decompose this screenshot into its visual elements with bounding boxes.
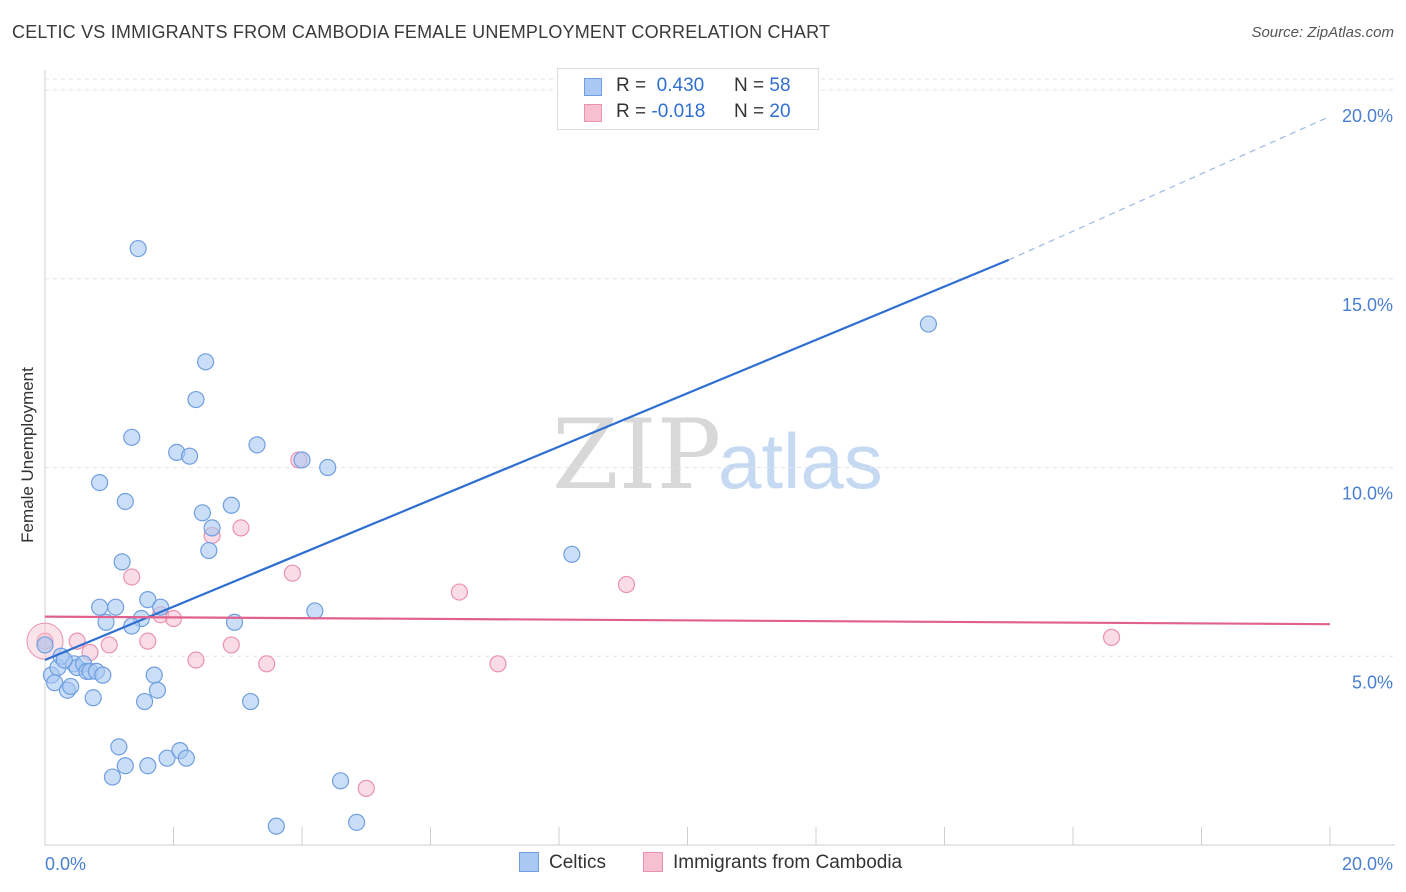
cambodia-point [123,568,141,586]
trend-lines [44,115,1331,662]
celtics-point [177,749,195,767]
n-value: 20 [769,101,791,122]
x-tick-label: 20.0% [1342,854,1393,874]
celtics-swatch [584,78,602,96]
celtics-point [319,458,337,477]
cambodia-point [100,636,118,654]
celtics-point [148,681,167,699]
x-tick-labels: 0.0% 20.0% [45,854,1393,874]
source-label: Source: ZipAtlas.com [1251,24,1394,41]
celtics-point [242,692,260,711]
celtics-point [348,813,366,831]
legend-item-celtics[interactable]: Celtics [519,852,606,874]
celtics-point [197,353,215,371]
grid-lines [45,78,1395,657]
n-label: N = [734,75,765,96]
watermark-atlas: atlas [718,417,883,505]
celtics-point [193,504,212,522]
legend-item-cambodia[interactable]: Immigrants from Cambodia [643,852,902,874]
celtics-point [222,496,240,514]
celtics-point [267,817,285,835]
celtics-point [187,390,205,409]
cambodia-point [222,636,240,654]
cambodia-swatch [584,104,602,122]
cambodia-point [1102,628,1121,646]
celtics-point [97,613,115,631]
n-value: 58 [769,75,791,96]
celtics-point [94,666,112,684]
y-tick-labels: 5.0% 10.0% 15.0% 20.0% [1342,106,1393,692]
celtics-point [129,239,147,258]
cambodia-legend-swatch [643,852,663,872]
axes [44,70,1395,846]
cambodia-point [450,583,469,601]
celtics-point [306,602,324,620]
y-tick-label: 15.0% [1342,295,1393,315]
series-celtics-points [36,104,938,835]
celtics-point [113,553,131,571]
watermark: ZIP atlas [552,399,883,511]
x-tick-label: 0.0% [45,854,86,874]
celtics-point [110,738,128,756]
cambodia-point [489,655,507,673]
cambodia-point [357,779,375,797]
celtics-point [62,677,80,696]
celtics-point [158,749,176,767]
celtics-point [139,591,157,609]
celtics-point [91,474,109,492]
y-tick-label: 20.0% [1342,106,1393,126]
celtics-point [116,757,134,775]
celtics-point [331,772,350,790]
celtics-trend-extension [1008,115,1331,261]
celtics-point [91,598,109,616]
celtics-point [107,598,125,616]
celtics-point [36,636,54,654]
cambodia-point [232,519,250,537]
celtics-legend-label: Celtics [549,852,607,873]
cambodia-point [283,564,301,582]
cambodia-legend-label: Immigrants from Cambodia [673,852,903,873]
celtics-point [135,692,154,711]
celtics-point [200,541,218,560]
r-value: -0.018 [651,101,706,122]
n-label: N = [734,101,765,122]
r-value: 0.430 [656,75,705,96]
y-axis-label: Female Unemployment [18,367,37,543]
watermark-zip: ZIP [552,399,721,511]
correlation-legend: R = 0.430 N = 58 R = -0.018 N = 20 [557,68,819,130]
r-label: R = [616,101,647,122]
celtics-point [919,315,938,333]
celtics-point [145,666,163,684]
cambodia-trend-line [44,615,1331,626]
r-label: R = [616,75,647,96]
celtics-point [139,757,157,775]
celtics-point [103,768,122,786]
cambodia-point [617,575,636,594]
y-tick-label: 5.0% [1352,672,1393,692]
celtics-point [203,519,221,537]
cambodia-point [258,655,276,673]
y-tick-label: 10.0% [1342,484,1393,504]
cambodia-point [187,651,205,669]
celtics-trend-line [44,258,1010,662]
celtics-point [116,492,134,511]
celtics-legend-swatch [519,852,539,872]
celtics-point [180,447,199,465]
series-legend: Celtics Immigrants from Cambodia [0,850,1406,880]
celtics-point [84,689,102,707]
celtics-point [248,436,266,454]
celtics-point [123,428,141,446]
celtics-point [293,451,311,469]
cambodia-point [139,632,157,650]
celtics-point [563,545,581,563]
chart-title: CELTIC VS IMMIGRANTS FROM CAMBODIA FEMAL… [12,22,831,42]
